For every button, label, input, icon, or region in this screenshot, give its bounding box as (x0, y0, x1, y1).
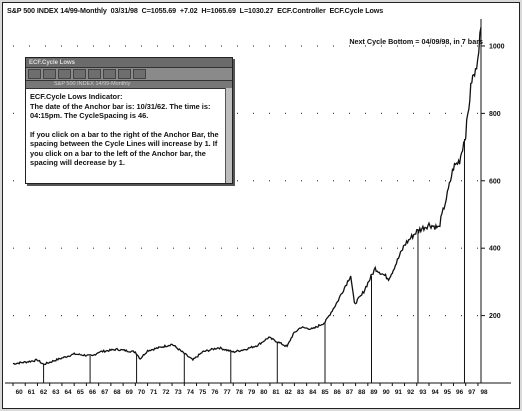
header-close: C=1055.69 (141, 6, 177, 15)
x-tick-label: 78 (236, 389, 244, 396)
x-tick-label: 98 (481, 389, 489, 396)
x-tick-label: 61 (28, 389, 36, 396)
x-tick-label: 82 (285, 389, 293, 396)
x-tick-label: 60 (16, 389, 24, 396)
dialog-title: ECF.Cycle Lows (29, 59, 76, 66)
print-icon[interactable] (88, 69, 101, 79)
header-indicator: ECF.Cycle Lows (329, 6, 384, 15)
x-tick-label: 63 (52, 389, 60, 396)
x-tick-label: 66 (89, 389, 97, 396)
dialog-toolbar (26, 68, 232, 81)
dialog-titlebar[interactable]: ECF.Cycle Lows (26, 58, 232, 68)
x-tick-label: 64 (65, 389, 73, 396)
x-tick-label: 93 (419, 389, 427, 396)
x-tick-label: 69 (126, 389, 134, 396)
header-high: H=1065.69 (201, 6, 236, 15)
x-tick-label: 62 (40, 389, 48, 396)
x-tick-label: 83 (297, 389, 305, 396)
x-tick-label: 72 (162, 389, 170, 396)
x-tick-label: 86 (334, 389, 342, 396)
x-tick-label: 91 (395, 389, 403, 396)
y-tick-label: 400 (489, 246, 501, 253)
dialog-anchor-text: The date of the Anchor bar is: 10/31/62.… (30, 101, 211, 121)
x-tick-label: 84 (309, 389, 317, 396)
x-tick-label: 75 (199, 389, 207, 396)
x-tick-label: 95 (444, 389, 452, 396)
x-tick-label: 87 (346, 389, 354, 396)
x-tick-label: 77 (224, 389, 232, 396)
x-tick-label: 92 (407, 389, 415, 396)
dialog-instructions: If you click on a bar to the right of th… (30, 129, 219, 168)
x-tick-label: 65 (77, 389, 85, 396)
dialog-body: ECF.Cycle Lows Indicator: The date of th… (26, 89, 232, 171)
x-tick-label: 97 (468, 389, 476, 396)
x-tick-label: 89 (370, 389, 378, 396)
x-tick-label: 68 (113, 389, 121, 396)
x-tick-label: 79 (248, 389, 256, 396)
zoom-icon[interactable] (103, 69, 116, 79)
header-controller: ECF.Controller (277, 6, 326, 15)
y-tick-label: 800 (489, 111, 501, 118)
dialog-scrollbar[interactable] (225, 88, 232, 183)
x-tick-label: 67 (101, 389, 109, 396)
header-low: L=1030.27 (239, 6, 274, 15)
y-tick-label: 1000 (489, 43, 505, 50)
help-icon[interactable] (118, 69, 131, 79)
x-tick-label: 74 (187, 389, 195, 396)
dialog-heading: ECF.Cycle Lows Indicator: (30, 92, 123, 101)
chart-header: S&P 500 INDEX 14/99-Monthly 03/31/98 C=1… (7, 6, 383, 15)
header-date: 03/31/98 (110, 6, 138, 15)
next-cycle-annotation: Next Cycle Bottom = 04/09/98, in 7 bars (349, 37, 483, 46)
x-tick-label: 70 (138, 389, 146, 396)
chart-plot[interactable]: 200 400 600 800 1000 60 61 62 63 64 65 66 67 68 69 70 71… (3, 3, 519, 408)
x-tick-label: 88 (358, 389, 366, 396)
x-tick-label: 80 (260, 389, 268, 396)
copy-icon[interactable] (58, 69, 71, 79)
y-tick-label: 600 (489, 178, 501, 185)
x-tick-label: 81 (273, 389, 281, 396)
x-tick-label: 94 (432, 389, 440, 396)
paste-icon[interactable] (73, 69, 86, 79)
x-tick-label: 85 (321, 389, 329, 396)
header-title: S&P 500 INDEX 14/99-Monthly (7, 6, 107, 15)
y-tick-label: 200 (489, 313, 501, 320)
header-change: +7.02 (179, 6, 198, 15)
window-icon[interactable] (133, 69, 146, 79)
cut-icon[interactable] (43, 69, 56, 79)
x-tick-label: 73 (175, 389, 183, 396)
x-tick-label: 90 (383, 389, 391, 396)
x-tick-label: 71 (150, 389, 158, 396)
price-series-line[interactable] (12, 26, 482, 366)
x-tick-label: 76 (211, 389, 219, 396)
arrow-icon[interactable] (28, 69, 41, 79)
x-tick-label: 96 (456, 389, 464, 396)
indicator-dialog[interactable]: ECF.Cycle Lows S&P 500 INDEX 14/99-Month… (25, 57, 233, 184)
dialog-subtitle: S&P 500 INDEX 14/99-Monthly (26, 81, 232, 89)
